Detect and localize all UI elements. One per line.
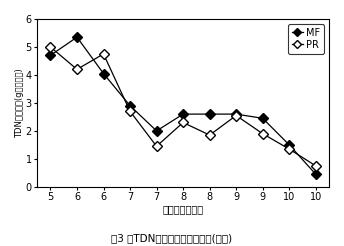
PR — [154, 145, 159, 148]
Text: 図3 日TDN生産速度の季節変化(札幌): 図3 日TDN生産速度の季節変化(札幌) — [111, 233, 233, 244]
PR — [75, 68, 79, 71]
PR — [261, 132, 265, 135]
MF — [207, 113, 212, 116]
Line: PR: PR — [47, 44, 319, 169]
PR — [234, 114, 238, 117]
X-axis label: 月（上･下旬）: 月（上･下旬） — [162, 204, 204, 214]
MF — [154, 129, 159, 132]
PR — [287, 148, 291, 151]
MF — [314, 173, 318, 176]
PR — [207, 134, 212, 137]
Legend: MF, PR: MF, PR — [288, 24, 324, 54]
MF — [75, 36, 79, 39]
MF — [181, 113, 185, 116]
Line: MF: MF — [47, 34, 319, 178]
PR — [49, 46, 53, 48]
PR — [128, 110, 132, 113]
PR — [101, 52, 106, 55]
MF — [128, 104, 132, 107]
MF — [234, 113, 238, 116]
PR — [181, 121, 185, 124]
PR — [314, 164, 318, 167]
MF — [261, 117, 265, 120]
MF — [49, 54, 53, 57]
MF — [287, 143, 291, 146]
Y-axis label: TDN生産速度(g／日･㎡): TDN生産速度(g／日･㎡) — [15, 68, 24, 138]
MF — [101, 72, 106, 75]
